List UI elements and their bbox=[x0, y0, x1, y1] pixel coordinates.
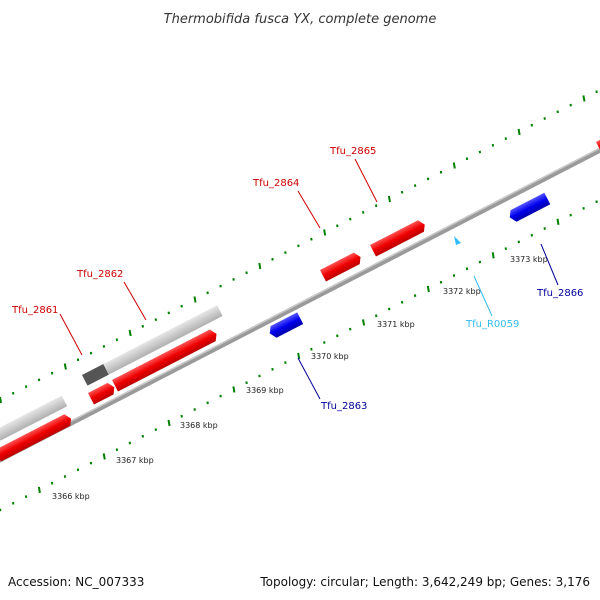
ruler-tick bbox=[193, 296, 197, 303]
ruler-tick bbox=[167, 311, 170, 315]
ruler-tick bbox=[128, 329, 132, 337]
ruler-tick bbox=[102, 453, 106, 460]
map-title: Thermobifida fusca YX, complete genome bbox=[164, 12, 437, 27]
kbp-label: 3372 kbp bbox=[443, 287, 481, 296]
gene-label-tfu-2864[interactable]: Tfu_2864 bbox=[252, 178, 299, 189]
kbp-label: 3366 kbp bbox=[52, 492, 90, 501]
ruler-tick bbox=[426, 177, 430, 181]
gene-arrow-tfu-2866[interactable] bbox=[507, 192, 551, 224]
ruler-tick bbox=[0, 396, 2, 404]
ruler-tick bbox=[349, 327, 352, 331]
reverse-genes bbox=[267, 192, 551, 339]
ruler-tick bbox=[297, 352, 301, 360]
ruler-tick bbox=[232, 386, 236, 393]
ruler-tick bbox=[362, 319, 366, 326]
ruler-tick bbox=[465, 157, 469, 161]
kbp-label: 3370 kbp bbox=[311, 352, 349, 361]
ruler-tick bbox=[556, 218, 560, 225]
ruler-tick bbox=[387, 307, 391, 311]
ruler-tick bbox=[63, 363, 67, 370]
gene-arrow-tfu-2861[interactable] bbox=[88, 381, 117, 405]
gene-label-tfu-2861[interactable]: Tfu_2861 bbox=[11, 305, 58, 316]
genome-backbone-highlight bbox=[0, 147, 600, 459]
gene-arrow-tfu-2865[interactable] bbox=[370, 218, 428, 257]
genome-backbone bbox=[0, 147, 600, 463]
kbp-label: 3368 kbp bbox=[180, 421, 218, 430]
gene-arrow-tfu-2863[interactable] bbox=[267, 312, 304, 339]
ruler-tick bbox=[167, 419, 171, 427]
ruler-tick bbox=[245, 381, 248, 385]
gene-labels: Tfu_2861 Tfu_2862 Tfu_2863 Tfu_2864 Tfu_… bbox=[11, 146, 583, 412]
kbp-label: 3369 kbp bbox=[246, 386, 284, 395]
ruler-tick bbox=[426, 285, 430, 293]
ruler-tick bbox=[128, 441, 132, 445]
gene-arrow-tfu-r0059[interactable] bbox=[454, 236, 461, 245]
leader-lines bbox=[59, 158, 559, 400]
ruler-tick bbox=[349, 217, 352, 221]
genome-summary-text: Topology: circular; Length: 3,642,249 bp… bbox=[259, 575, 590, 589]
kbp-labels: 3366 kbp 3367 kbp 3368 kbp 3369 kbp 3370… bbox=[52, 255, 548, 501]
gene-label-tfu-2866[interactable]: Tfu_2866 bbox=[536, 288, 583, 299]
ruler-tick bbox=[491, 252, 495, 259]
gene-arrow-tfu-2860[interactable] bbox=[0, 412, 74, 462]
ruler-tick bbox=[206, 401, 209, 405]
ruler-tick bbox=[452, 162, 456, 169]
ruler-tick bbox=[582, 95, 586, 102]
kbp-label: 3371 kbp bbox=[377, 320, 415, 329]
gene-arrow-tfu-2862[interactable] bbox=[112, 328, 219, 392]
forward-genes bbox=[0, 132, 600, 462]
gene-label-tfu-r0059[interactable]: Tfu_R0059 bbox=[465, 319, 519, 330]
ruler-ticks bbox=[0, 90, 598, 512]
gene-label-tfu-2862[interactable]: Tfu_2862 bbox=[76, 269, 123, 280]
ruler-tick bbox=[206, 291, 209, 295]
kbp-label: 3367 kbp bbox=[116, 456, 154, 465]
ruler-tick bbox=[465, 267, 469, 271]
gene-arrow-tfu-2864[interactable] bbox=[320, 251, 363, 282]
ruler-tick bbox=[258, 262, 262, 270]
ruler-tick bbox=[517, 128, 521, 136]
kbp-label: 3373 kbp bbox=[510, 255, 548, 264]
selection-highlight bbox=[0, 305, 223, 441]
gene-label-tfu-2865[interactable]: Tfu_2865 bbox=[329, 146, 376, 157]
ruler-tick bbox=[323, 229, 327, 236]
ruler-tick bbox=[245, 271, 248, 275]
gene-label-tfu-2863[interactable]: Tfu_2863 bbox=[320, 401, 367, 412]
ruler-tick bbox=[37, 486, 41, 494]
accession-text: Accession: NC_007333 bbox=[8, 575, 144, 589]
ruler-tick bbox=[387, 195, 391, 203]
